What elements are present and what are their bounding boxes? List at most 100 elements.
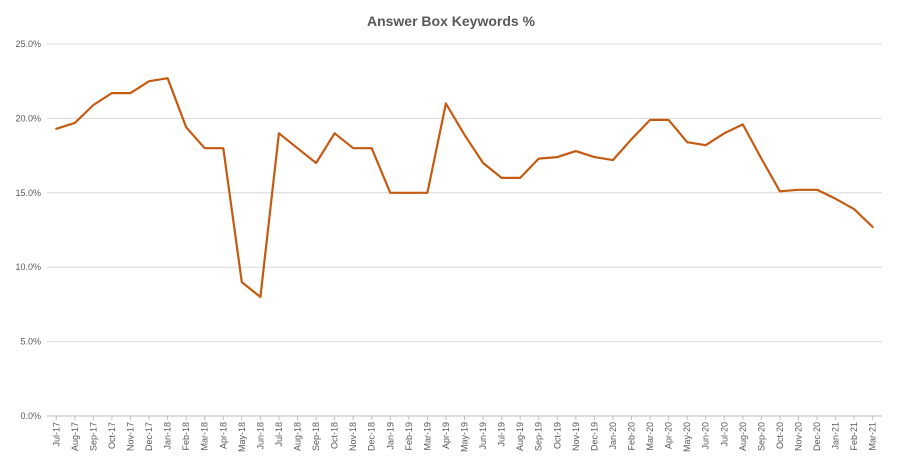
- x-tick-label: Nov-19: [571, 422, 581, 451]
- x-tick-label: Feb-19: [404, 422, 414, 451]
- x-tick-label: Feb-20: [627, 422, 637, 451]
- data-point: [796, 187, 801, 192]
- data-point: [703, 143, 708, 148]
- x-tick-label: Jul-20: [719, 422, 729, 447]
- x-tick-label: Jul-19: [497, 422, 507, 447]
- data-point: [462, 132, 467, 137]
- data-point: [648, 117, 653, 122]
- x-tick-label: Jan-20: [608, 422, 618, 450]
- x-tick-label: May-18: [237, 422, 247, 452]
- data-point: [666, 117, 671, 122]
- data-point: [72, 120, 77, 125]
- data-point: [258, 294, 263, 299]
- chart-title: Answer Box Keywords %: [367, 13, 536, 29]
- data-point: [369, 146, 374, 151]
- data-point: [740, 122, 745, 127]
- x-tick-label: Aug-17: [70, 422, 80, 451]
- data-point: [406, 190, 411, 195]
- x-tick-label: Sep-18: [311, 422, 321, 451]
- data-point: [518, 175, 523, 180]
- data-point: [332, 131, 337, 136]
- x-tick-label: Nov-18: [348, 422, 358, 451]
- data-point: [573, 149, 578, 154]
- y-tick-label: 5.0%: [20, 337, 41, 347]
- data-point: [722, 131, 727, 136]
- y-tick-label: 15.0%: [15, 188, 41, 198]
- x-tick-label: Sep-17: [88, 422, 98, 451]
- data-point: [592, 155, 597, 160]
- x-tick-label: Jun-18: [255, 422, 265, 450]
- data-point: [351, 146, 356, 151]
- data-point: [685, 140, 690, 145]
- x-tick-label: Dec-17: [144, 422, 154, 451]
- x-tick-label: Oct-20: [775, 422, 785, 449]
- x-tick-label: Jun-20: [701, 422, 711, 450]
- data-point: [276, 131, 281, 136]
- x-tick-label: Jun-19: [478, 422, 488, 450]
- data-point: [388, 190, 393, 195]
- gridlines: [47, 43, 882, 417]
- x-tick-label: Jul-18: [274, 422, 284, 447]
- x-tick-label: Mar-20: [645, 422, 655, 451]
- data-point: [815, 187, 820, 192]
- x-tick-label: May-19: [460, 422, 470, 452]
- y-axis-ticks: 0.0% 5.0% 10.0% 15.0% 20.0% 25.0%: [15, 39, 41, 421]
- x-tick-label: Mar-18: [200, 422, 210, 451]
- data-point: [777, 189, 782, 194]
- x-tick-label: Feb-18: [181, 422, 191, 451]
- x-tick-label: Mar-21: [868, 422, 878, 451]
- series-lines: [54, 76, 875, 299]
- y-tick-label: 20.0%: [15, 113, 41, 123]
- data-point: [147, 79, 152, 84]
- data-point: [536, 156, 541, 161]
- data-point: [165, 76, 170, 81]
- series-line: [55, 77, 874, 299]
- x-tick-label: Sep-19: [534, 422, 544, 451]
- data-point: [759, 156, 764, 161]
- x-tick-label: May-20: [682, 422, 692, 452]
- x-tick-label: Apr-19: [441, 422, 451, 449]
- x-tick-label: Oct-19: [552, 422, 562, 449]
- x-tick-label: Apr-18: [218, 422, 228, 449]
- x-tick-label: Dec-18: [367, 422, 377, 451]
- data-point: [202, 146, 207, 151]
- data-point: [555, 155, 560, 160]
- x-tick-label: Nov-20: [794, 422, 804, 451]
- x-tick-label: Apr-20: [664, 422, 674, 449]
- x-tick-label: Aug-18: [293, 422, 303, 451]
- data-point: [239, 280, 244, 285]
- y-tick-label: 10.0%: [15, 262, 41, 272]
- x-tick-label: Oct-17: [107, 422, 117, 449]
- x-tick-label: Sep-20: [756, 422, 766, 451]
- x-tick-label: Dec-19: [589, 422, 599, 451]
- data-point: [221, 146, 226, 151]
- x-tick-label: Jul-17: [51, 422, 61, 447]
- data-point: [314, 161, 319, 166]
- x-tick-label: Jan-19: [385, 422, 395, 450]
- data-point: [109, 91, 114, 96]
- x-axis-ticks: Jul-17 Aug-17 Sep-17 Oct-17 Nov-17 Dec-17 Jan-…: [51, 416, 878, 452]
- x-tick-label: Jan-18: [163, 422, 173, 450]
- data-point: [128, 91, 133, 96]
- y-tick-label: 0.0%: [20, 411, 41, 421]
- x-tick-label: Oct-18: [330, 422, 340, 449]
- x-tick-label: Mar-19: [422, 422, 432, 451]
- data-point: [870, 225, 875, 230]
- x-tick-label: Dec-20: [812, 422, 822, 451]
- data-point: [91, 103, 96, 108]
- x-tick-label: Nov-17: [126, 422, 136, 451]
- data-point: [481, 161, 486, 166]
- data-point: [833, 196, 838, 201]
- data-point: [184, 125, 189, 130]
- x-tick-label: Aug-20: [738, 422, 748, 451]
- data-point: [425, 190, 430, 195]
- x-tick-label: Jan-21: [831, 422, 841, 450]
- x-tick-label: Feb-21: [849, 422, 859, 451]
- data-point: [54, 126, 59, 131]
- y-tick-label: 25.0%: [15, 39, 41, 49]
- x-tick-label: Aug-19: [515, 422, 525, 451]
- data-point: [499, 175, 504, 180]
- data-point: [443, 101, 448, 106]
